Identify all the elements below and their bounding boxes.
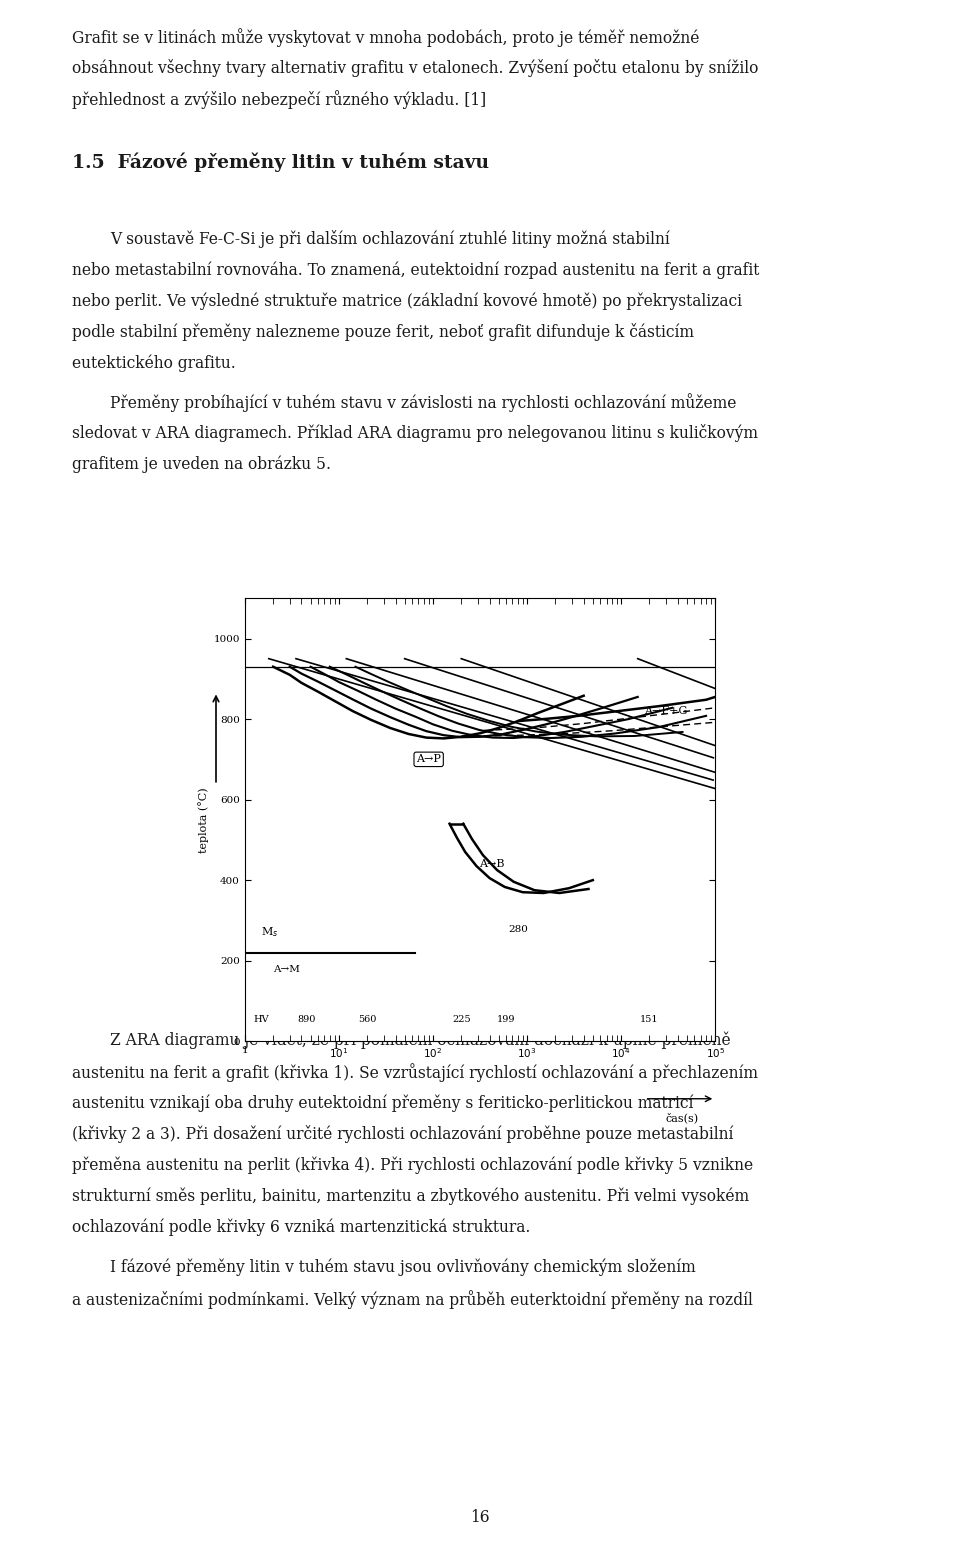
Text: 1.5  Fázové přeměny litin v tuhém stavu: 1.5 Fázové přeměny litin v tuhém stavu xyxy=(72,152,489,172)
Text: 151: 151 xyxy=(640,1015,659,1024)
Y-axis label: teplota (°C): teplota (°C) xyxy=(199,786,209,853)
Text: ochlazování podle křivky 6 vzniká martenzitická struktura.: ochlazování podle křivky 6 vzniká marten… xyxy=(72,1218,530,1235)
Text: 199: 199 xyxy=(497,1015,516,1024)
Text: A→F+G: A→F+G xyxy=(644,706,687,716)
Text: A→B: A→B xyxy=(479,859,504,869)
Text: HV: HV xyxy=(253,1015,269,1024)
Text: Přeměny probíhající v tuhém stavu v závislosti na rychlosti ochlazování můžeme: Přeměny probíhající v tuhém stavu v závi… xyxy=(110,393,736,412)
Text: eutektického grafitu.: eutektického grafitu. xyxy=(72,354,236,371)
Text: podle stabilní přeměny nalezneme pouze ferit, neboť grafit difunduje k částicím: podle stabilní přeměny nalezneme pouze f… xyxy=(72,323,694,342)
Text: I fázové přeměny litin v tuhém stavu jsou ovlivňovány chemickým složením: I fázové přeměny litin v tuhém stavu jso… xyxy=(110,1259,696,1276)
Text: M$_s$: M$_s$ xyxy=(261,925,278,939)
Text: 225: 225 xyxy=(452,1015,470,1024)
Text: A→P: A→P xyxy=(417,754,441,765)
Text: obsáhnout všechny tvary alternativ grafitu v etalonech. Zvýšení počtu etalonu by: obsáhnout všechny tvary alternativ grafi… xyxy=(72,59,758,78)
Text: 16: 16 xyxy=(470,1509,490,1526)
Text: sledovat v ARA diagramech. Příklad ARA diagramu pro nelegovanou litinu s kuličko: sledovat v ARA diagramech. Příklad ARA d… xyxy=(72,424,758,443)
Text: čas(s): čas(s) xyxy=(665,1113,699,1124)
Text: (křivky 2 a 3). Při dosažení určité rychlosti ochlazování proběhne pouze metasta: (křivky 2 a 3). Při dosažení určité rych… xyxy=(72,1125,733,1144)
Text: nebo metastabilní rovnováha. To znamená, eutektoidní rozpad austenitu na ferit a: nebo metastabilní rovnováha. To znamená,… xyxy=(72,261,759,278)
Text: nebo perlit. Ve výsledné struktuře matrice (základní kovové hmotě) po překrystal: nebo perlit. Ve výsledné struktuře matri… xyxy=(72,292,742,309)
Text: přehlednost a zvýšilo nebezpečí různého výkladu. [1]: přehlednost a zvýšilo nebezpečí různého … xyxy=(72,90,487,109)
Text: austenitu na ferit a grafit (křivka 1). Se vzrůstající rychlostí ochlazování a p: austenitu na ferit a grafit (křivka 1). … xyxy=(72,1063,758,1082)
Text: A→M: A→M xyxy=(274,965,300,974)
Text: Grafit se v litinách může vyskytovat v mnoha podobách, proto je téměř nemožné: Grafit se v litinách může vyskytovat v m… xyxy=(72,28,700,47)
Text: 280: 280 xyxy=(508,926,528,934)
Text: austenitu vznikají oba druhy eutektoidní přeměny s feriticko-perlitickou matricí: austenitu vznikají oba druhy eutektoidní… xyxy=(72,1094,693,1111)
Text: strukturní směs perlitu, bainitu, martenzitu a zbytkového austenitu. Při velmi v: strukturní směs perlitu, bainitu, marten… xyxy=(72,1187,749,1204)
Text: Obrázek 5: Příklad ARA diagramu [3]: Obrázek 5: Příklad ARA diagramu [3] xyxy=(318,984,642,1001)
Text: grafitem je uveden na obrázku 5.: grafitem je uveden na obrázku 5. xyxy=(72,455,331,472)
Text: V soustavě Fe-C-Si je při dalším ochlazování ztuhlé litiny možná stabilní: V soustavě Fe-C-Si je při dalším ochlazo… xyxy=(110,230,670,249)
Text: 560: 560 xyxy=(358,1015,376,1024)
Text: a austenizačními podmínkami. Velký význam na průběh euterktoidní přeměny na rozd: a austenizačními podmínkami. Velký význa… xyxy=(72,1290,753,1308)
Text: přeměna austenitu na perlit (křivka 4). Při rychlosti ochlazování podle křivky 5: přeměna austenitu na perlit (křivka 4). … xyxy=(72,1156,754,1173)
Text: 890: 890 xyxy=(297,1015,316,1024)
Text: Z ARA diagramu je vidět, že při pomalém ochlazování dochází k úplné přeměně: Z ARA diagramu je vidět, že při pomalém … xyxy=(110,1032,731,1049)
